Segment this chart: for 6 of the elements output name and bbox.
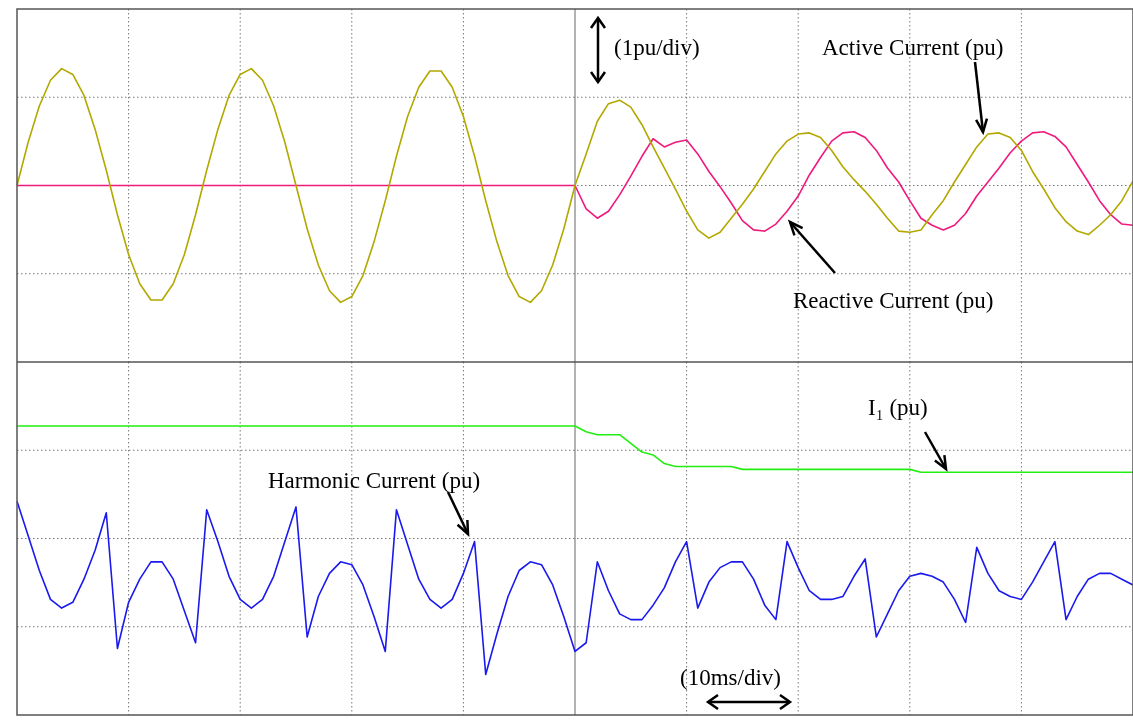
series-label: Harmonic Current (pu)	[268, 468, 481, 493]
annotation: (10ms/div)	[680, 665, 781, 690]
text: (1pu/div)	[614, 35, 700, 60]
text: I₁ (pu)	[868, 395, 928, 420]
text: Active Current (pu)	[822, 35, 1004, 60]
text: Reactive Current (pu)	[793, 288, 994, 313]
